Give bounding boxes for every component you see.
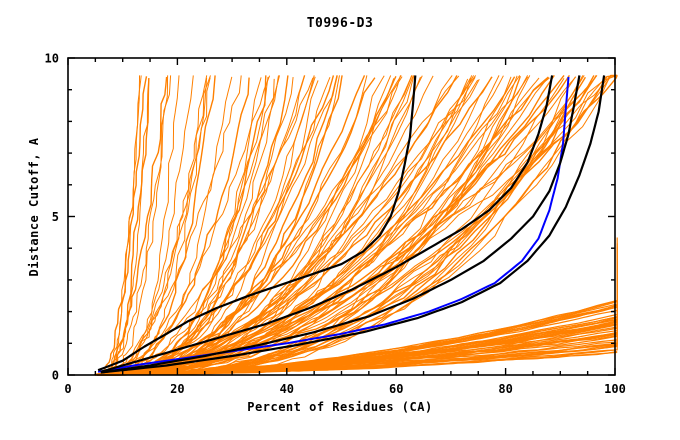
ensemble-curve <box>97 75 142 375</box>
ensemble-curve <box>115 243 618 375</box>
y-tick-label: 5 <box>52 210 59 224</box>
ensemble-curve <box>108 75 415 376</box>
ensemble-curve <box>101 75 343 376</box>
plot-axes <box>67 57 616 376</box>
series-highlight-black-2 <box>100 75 554 373</box>
highlight-curves <box>97 75 606 374</box>
ensemble-curve <box>96 75 414 376</box>
x-tick-label: 100 <box>604 382 626 396</box>
ensemble-curve <box>97 75 211 376</box>
ensemble-curve <box>107 75 413 376</box>
x-tick-label: 40 <box>280 382 294 396</box>
ensemble-curve <box>102 78 150 376</box>
ensemble-curve <box>98 75 242 376</box>
series-highlight-black-1 <box>97 75 417 372</box>
ensemble-curve <box>95 75 267 376</box>
ensemble-curve <box>101 75 169 376</box>
ensemble-curve <box>97 303 618 376</box>
ensemble-curve <box>97 75 279 376</box>
ensemble-curve <box>109 75 340 376</box>
ensemble-curves <box>94 74 618 376</box>
x-tick-label: 60 <box>389 382 403 396</box>
axis-tick-labels: 0 20 40 60 80 100 0 5 10 <box>45 52 626 397</box>
ensemble-curve <box>113 75 180 375</box>
ensemble-curve <box>106 75 473 376</box>
ensemble-curve <box>107 78 150 375</box>
ensemble-curve <box>107 76 549 376</box>
page-title: T0996-D3 <box>306 16 374 31</box>
ensemble-curve <box>107 74 618 376</box>
series-highlight-black-3 <box>100 75 581 374</box>
ensemble-curve <box>111 77 208 376</box>
ensemble-curve <box>108 75 280 376</box>
ensemble-curve <box>94 75 385 375</box>
ensemble-curve <box>100 80 319 375</box>
ensemble-curve <box>101 76 168 376</box>
ensemble-curve <box>109 75 271 376</box>
ensemble-curve <box>102 77 211 376</box>
y-tick-label: 0 <box>52 369 59 383</box>
ensemble-curve <box>101 76 607 376</box>
x-axis-label: Percent of Residues (CA) <box>247 400 433 414</box>
ensemble-curve <box>98 76 148 376</box>
y-tick-label: 10 <box>45 52 59 66</box>
ensemble-curve <box>95 76 233 376</box>
x-tick-label: 20 <box>170 382 184 396</box>
ensemble-curve <box>97 75 216 376</box>
x-tick-label: 80 <box>498 382 512 396</box>
x-tick-label: 0 <box>64 382 71 396</box>
series-highlight-black-4 <box>100 75 606 374</box>
